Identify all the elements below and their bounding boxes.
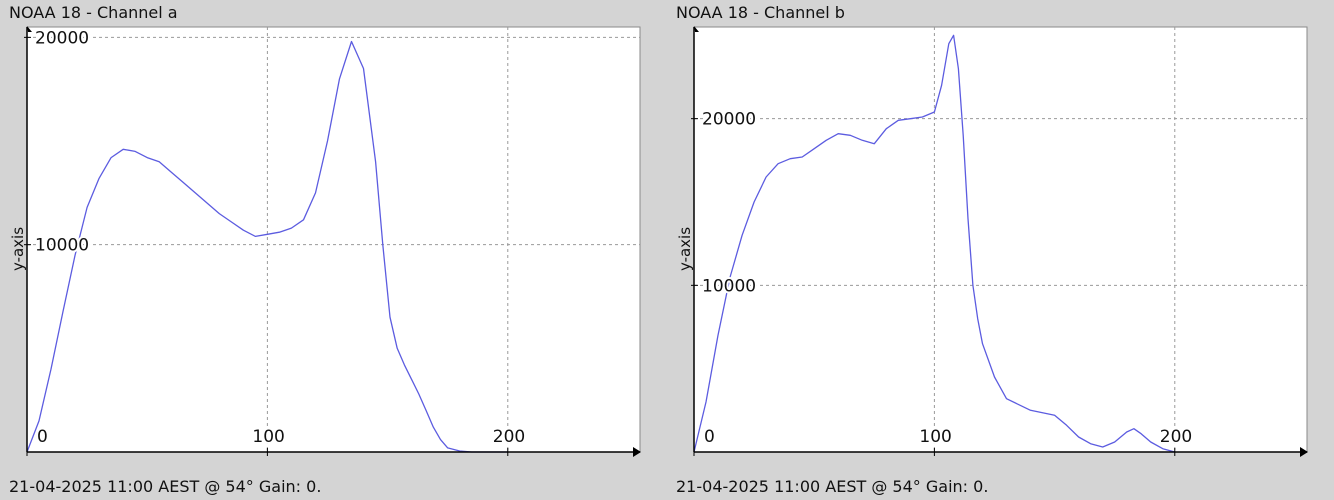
x-axis-arrow [633, 447, 641, 457]
y-axis-arrow [27, 26, 32, 32]
y-axis-arrow [694, 26, 699, 32]
y-tick-label: 10000 [35, 236, 89, 256]
chart-panel-b: NOAA 18 - Channel b y-axis 0 100 200 10000 2… [667, 0, 1334, 500]
plot-area: 0 100 200 10000 20000 [24, 26, 641, 457]
x-tick-label: 100 [919, 427, 951, 447]
plot-area: 0 100 200 10000 20000 [691, 26, 1308, 457]
chart-footer: 21-04-2025 11:00 AEST @ 54° Gain: 0. [9, 477, 322, 496]
y-tick-label: 10000 [702, 276, 756, 296]
x-tick-label: 0 [37, 427, 48, 447]
x-tick-label: 200 [493, 427, 525, 447]
series-line [26, 40, 508, 453]
series-line [693, 34, 1175, 453]
y-tick-label: 20000 [35, 28, 89, 48]
plot-background [693, 26, 1308, 453]
chart-panel-a: NOAA 18 - Channel a y-axis 0 100 200 10000 2… [9, 3, 641, 496]
chart-footer: 21-04-2025 11:00 AEST @ 54° Gain: 0. [676, 477, 989, 496]
chart-title: NOAA 18 - Channel b [676, 3, 845, 22]
y-tick-label: 20000 [702, 110, 756, 130]
chart-title: NOAA 18 - Channel a [9, 3, 178, 22]
x-tick-label: 200 [1160, 427, 1192, 447]
x-tick-label: 0 [704, 427, 715, 447]
x-tick-label: 100 [252, 427, 284, 447]
x-axis-arrow [1300, 447, 1308, 457]
plot-background [26, 26, 641, 453]
